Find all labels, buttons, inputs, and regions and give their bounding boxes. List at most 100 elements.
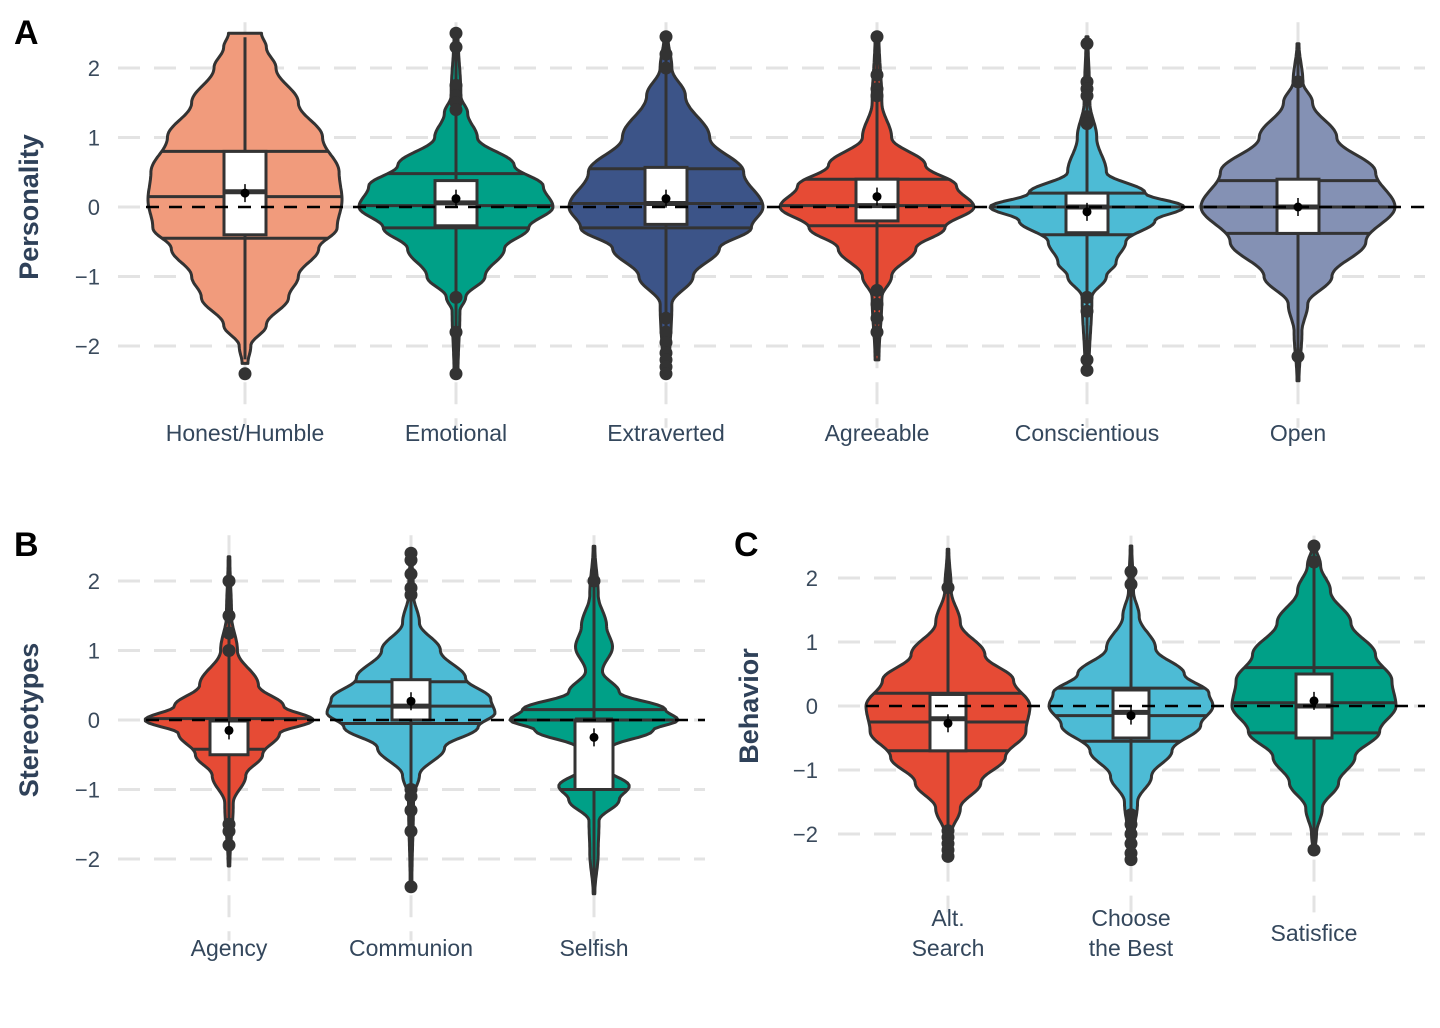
outlier-point [222, 626, 236, 640]
outlier-point [449, 40, 463, 54]
violin-alt-search [864, 547, 1032, 863]
outlier-point [449, 325, 463, 339]
x-tick-label-line: Agreeable [825, 420, 930, 446]
outlier-point [1080, 37, 1094, 51]
x-tick-label-line: Agency [191, 935, 268, 961]
outlier-point [870, 297, 884, 311]
outlier-point [659, 336, 673, 350]
violin-honest-humble [146, 31, 344, 381]
x-tick-label: Satisfice [1271, 920, 1358, 946]
outlier-point [1124, 565, 1138, 579]
mean-point [1126, 711, 1136, 721]
outlier-point [222, 574, 236, 588]
y-axis-title: Personality [14, 134, 44, 280]
outlier-point [870, 325, 884, 339]
outlier-point [1124, 837, 1138, 851]
y-tick-label: −1 [75, 265, 100, 290]
x-tick-label: Extraverted [607, 420, 725, 446]
outlier-point [1307, 555, 1321, 569]
x-tick-label-line: Choose [1091, 905, 1170, 931]
y-tick-label: −2 [75, 847, 100, 872]
y-tick-label: 1 [88, 639, 100, 664]
x-tick-label: Agency [191, 935, 268, 961]
outlier-point [870, 89, 884, 103]
panel-a: −2 −1 0 1 2 Personality A Honest/Humble Emotiona… [14, 14, 1425, 446]
outlier-point [1080, 89, 1094, 103]
mean-point [224, 725, 234, 735]
y-tick-label: 0 [88, 708, 100, 733]
outlier-point [1307, 539, 1321, 553]
x-tick-label: Alt. Search [912, 905, 985, 961]
x-tick-label-line: Open [1270, 420, 1326, 446]
x-tick-label-line: Honest/Humble [166, 420, 325, 446]
x-tick-label-line: Emotional [405, 420, 507, 446]
y-axis-title: Behavior [734, 648, 764, 764]
box [643, 165, 689, 226]
x-tick-label: Selfish [559, 935, 628, 961]
outlier-point [449, 367, 463, 381]
outlier-point [870, 68, 884, 82]
panel-label: B [14, 526, 39, 564]
y-tick-label: 2 [88, 569, 100, 594]
mean-point [451, 194, 461, 204]
outlier-point [941, 581, 955, 595]
y-axis-title: Stereotypes [14, 643, 44, 798]
x-tick-label-line: Conscientious [1015, 420, 1159, 446]
outlier-point [404, 789, 418, 803]
outlier-point [404, 803, 418, 817]
x-tick-label: Open [1270, 420, 1326, 446]
y-tick-label: 1 [88, 126, 100, 151]
panel-label: A [14, 14, 39, 52]
outlier-point [1080, 304, 1094, 318]
outlier-point [449, 26, 463, 40]
outlier-point [870, 30, 884, 44]
outlier-point [222, 838, 236, 852]
outlier-point [404, 880, 418, 894]
x-tick-label-line: the Best [1089, 935, 1174, 961]
outlier-point [1080, 353, 1094, 367]
outlier-point [1307, 843, 1321, 857]
x-tick-label: Agreeable [825, 420, 930, 446]
panel-label: C [734, 526, 759, 564]
panel-c: −2 −1 0 1 2 Behavior C Alt. Search Choose the Best… [734, 526, 1425, 961]
x-tick-label: Conscientious [1015, 420, 1159, 446]
violin-satisfice [1230, 539, 1398, 857]
x-tick-label-line: Satisfice [1271, 920, 1358, 946]
outlier-point [404, 553, 418, 567]
y-tick-label: −2 [75, 334, 100, 359]
outlier-point [238, 367, 252, 381]
mean-point [872, 192, 882, 202]
outlier-point [404, 588, 418, 602]
outlier-point [659, 325, 673, 339]
x-tick-label-line: Alt. [931, 905, 964, 931]
outlier-point [1124, 827, 1138, 841]
violin-extraverted [567, 30, 765, 381]
y-tick-label: 2 [88, 56, 100, 81]
mean-point [1309, 696, 1319, 706]
x-tick-label: Honest/Humble [166, 420, 325, 446]
outlier-point [1291, 349, 1305, 363]
outlier-point [404, 824, 418, 838]
violin-agreeable [778, 30, 976, 362]
outlier-point [449, 290, 463, 304]
outlier-point [1124, 817, 1138, 831]
mean-point [943, 718, 953, 728]
outlier-point [659, 30, 673, 44]
violin-conscientious [988, 35, 1186, 377]
outlier-point [1291, 75, 1305, 89]
y-tick-label: −2 [793, 822, 818, 847]
x-tick-label-line: Communion [349, 935, 473, 961]
y-tick-label: 2 [806, 566, 818, 591]
panel-b: −2 −1 0 1 2 Stereotypes B Agency Communion Selfis… [14, 526, 705, 961]
violin-choose-the-best [1047, 544, 1215, 867]
x-tick-label: Communion [349, 935, 473, 961]
outlier-point [222, 609, 236, 623]
mean-point [589, 732, 599, 742]
violin-open [1199, 42, 1397, 383]
outlier-point [659, 61, 673, 75]
x-tick-label-line: Search [912, 935, 985, 961]
outlier-point [870, 283, 884, 297]
violin-emotional [357, 26, 555, 381]
x-tick-label: Emotional [405, 420, 507, 446]
outlier-point [1080, 363, 1094, 377]
